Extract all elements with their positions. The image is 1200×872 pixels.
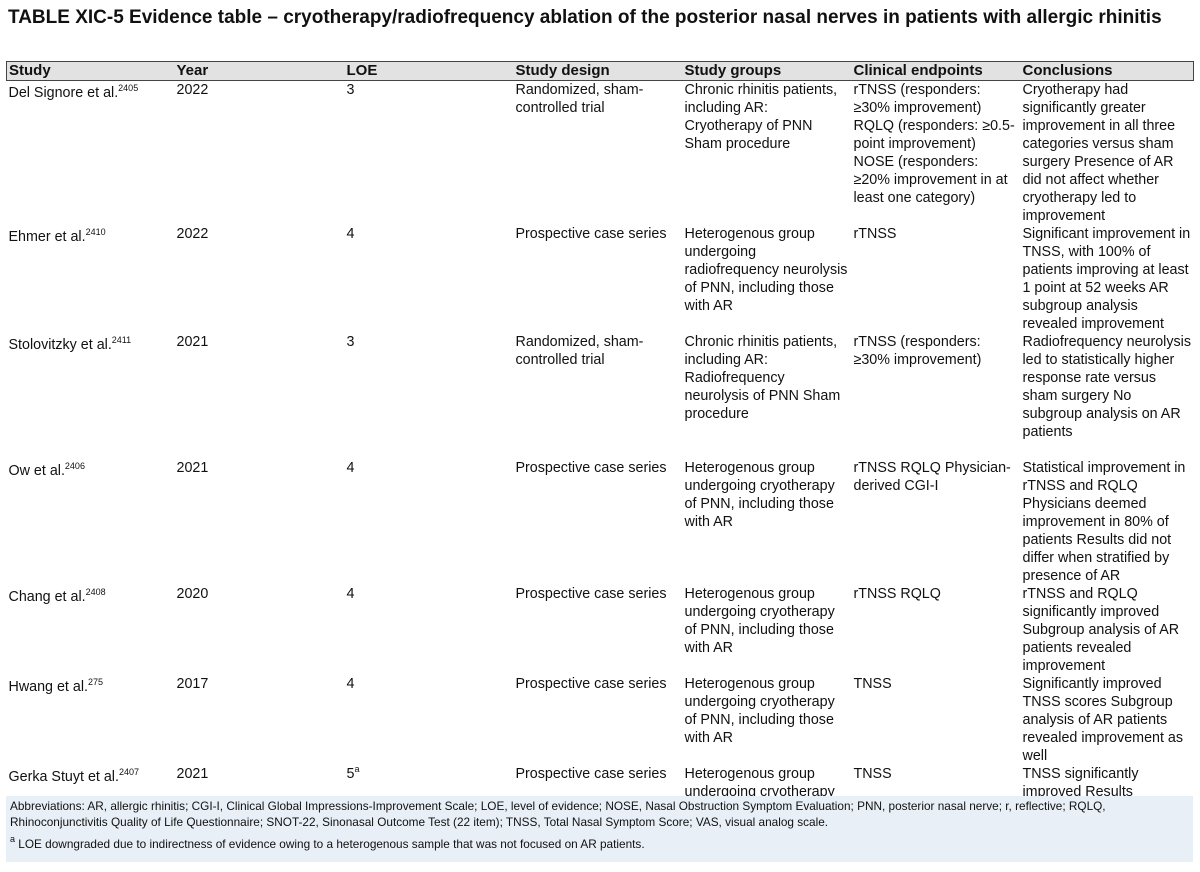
reference-number: 2406 — [64, 461, 85, 471]
loe-value: 4 — [346, 676, 355, 692]
year-cell: 2021 — [176, 334, 209, 350]
groups-cell: Heterogenous group undergoing cryotherap… — [684, 460, 835, 530]
design-cell: Randomized, sham-controlled trial — [515, 334, 644, 368]
groups-cell: Heterogenous group undergoing radiofrequ… — [684, 226, 848, 314]
conclusions-cell: rTNSS and RQLQ significantly improved Su… — [1022, 586, 1180, 674]
groups-cell: Heterogenous group undergoing cryotherap… — [684, 586, 835, 656]
footnote: a LOE downgraded due to indirectness of … — [10, 834, 1189, 852]
year-cell: 2021 — [176, 766, 209, 782]
year-cell: 2020 — [176, 586, 209, 602]
table-footer: Abbreviations: AR, allergic rhinitis; CG… — [6, 796, 1193, 862]
endpoints-cell: rTNSS — [853, 226, 897, 242]
study-name: Chang et al. — [8, 589, 86, 605]
study-name: Gerka Stuyt et al. — [8, 769, 119, 785]
table-row: Stolovitzky et al.2411 2021 3 Randomized… — [7, 333, 1194, 459]
reference-number: 2405 — [118, 83, 139, 93]
endpoints-cell: rTNSS (responders: ≥30% improvement) — [853, 334, 982, 368]
conclusions-cell: Significantly improved TNSS scores Subgr… — [1022, 676, 1184, 764]
study-cell: Ehmer et al.2410 — [7, 225, 175, 333]
table-header-row: Study Year LOE Study design Study groups… — [6, 61, 1194, 81]
table-row: Ow et al.2406 2021 4 Prospective case se… — [7, 459, 1194, 585]
design-cell: Prospective case series — [515, 766, 667, 782]
study-name: Ow et al. — [8, 463, 65, 479]
column-header-clinical-endpoints: Clinical endpoints — [851, 61, 1021, 81]
study-cell: Del Signore et al.2405 — [7, 81, 175, 226]
design-cell: Prospective case series — [515, 460, 667, 476]
year-cell: 2022 — [176, 226, 209, 242]
loe-value: 4 — [346, 226, 355, 242]
groups-cell: Chronic rhinitis patients, including AR:… — [684, 334, 841, 422]
reference-number: 275 — [87, 677, 104, 687]
study-name: Stolovitzky et al. — [8, 337, 112, 353]
table-row: Ehmer et al.2410 2022 4 Prospective case… — [7, 225, 1194, 333]
loe-cell: 3 — [345, 333, 514, 459]
table-row: Hwang et al.275 2017 4 Prospective case … — [7, 675, 1194, 765]
reference-number: 2407 — [118, 767, 139, 777]
endpoints-cell: rTNSS RQLQ — [853, 586, 941, 602]
reference-number: 2410 — [85, 227, 106, 237]
endpoints-cell: TNSS — [853, 766, 892, 782]
column-header-study: Study — [6, 61, 175, 81]
table-row: Del Signore et al.2405 2022 3 Randomized… — [7, 81, 1194, 226]
loe-cell: 4 — [345, 225, 514, 333]
loe-value: 3 — [346, 82, 355, 98]
groups-cell: Heterogenous group undergoing cryotherap… — [684, 676, 835, 746]
year-cell: 2021 — [176, 460, 209, 476]
endpoints-cell: TNSS — [853, 676, 892, 692]
study-cell: Ow et al.2406 — [7, 459, 175, 585]
loe-value: 4 — [346, 460, 355, 476]
abbreviations-text: Abbreviations: AR, allergic rhinitis; CG… — [10, 799, 1106, 829]
loe-value: 5 — [346, 766, 355, 782]
endpoints-cell: rTNSS RQLQ Physician-derived CGI-I — [853, 460, 1011, 494]
conclusions-cell: Radiofrequency neurolysis led to statist… — [1022, 334, 1191, 440]
footnote-text: LOE downgraded due to indirectness of ev… — [18, 837, 645, 851]
loe-value: 3 — [346, 334, 355, 350]
study-cell: Hwang et al.275 — [7, 675, 175, 765]
groups-cell: Chronic rhinitis patients, including AR:… — [684, 82, 838, 152]
conclusions-cell: Statistical improvement in rTNSS and RQL… — [1022, 460, 1186, 584]
study-cell: Gerka Stuyt et al.2407 — [7, 765, 175, 801]
design-cell: Randomized, sham-controlled trial — [515, 82, 644, 116]
table-row: Chang et al.2408 2020 4 Prospective case… — [7, 585, 1194, 675]
loe-cell: 4 — [345, 675, 514, 765]
loe-footnote-mark: a — [354, 765, 360, 774]
endpoints-cell: rTNSS (responders: ≥30% improvement) RQL… — [853, 82, 1015, 206]
reference-number: 2411 — [111, 335, 132, 345]
year-cell: 2022 — [176, 82, 209, 98]
design-cell: Prospective case series — [515, 676, 667, 692]
column-header-study-design: Study design — [513, 61, 683, 81]
column-header-conclusions: Conclusions — [1020, 61, 1194, 81]
loe-cell: 3 — [345, 81, 514, 226]
footnote-mark: a — [10, 834, 16, 844]
loe-cell: 4 — [345, 459, 514, 585]
conclusions-cell: Cryotherapy had significantly greater im… — [1022, 82, 1176, 224]
design-cell: Prospective case series — [515, 586, 667, 602]
loe-value: 4 — [346, 586, 355, 602]
column-header-study-groups: Study groups — [682, 61, 852, 81]
table-title: TABLE XIC-5 Evidence table – cryotherapy… — [8, 7, 1162, 28]
column-header-year: Year — [174, 61, 345, 81]
study-cell: Chang et al.2408 — [7, 585, 175, 675]
study-name: Del Signore et al. — [8, 85, 119, 101]
conclusions-cell: Significant improvement in TNSS, with 10… — [1022, 226, 1191, 332]
study-name: Ehmer et al. — [8, 229, 86, 245]
column-header-loe: LOE — [344, 61, 514, 81]
study-cell: Stolovitzky et al.2411 — [7, 333, 175, 459]
evidence-table: Study Year LOE Study design Study groups… — [6, 61, 1194, 801]
design-cell: Prospective case series — [515, 226, 667, 242]
year-cell: 2017 — [176, 676, 209, 692]
reference-number: 2408 — [85, 587, 106, 597]
loe-cell: 4 — [345, 585, 514, 675]
study-name: Hwang et al. — [8, 679, 88, 695]
loe-cell: 5a — [345, 765, 514, 801]
